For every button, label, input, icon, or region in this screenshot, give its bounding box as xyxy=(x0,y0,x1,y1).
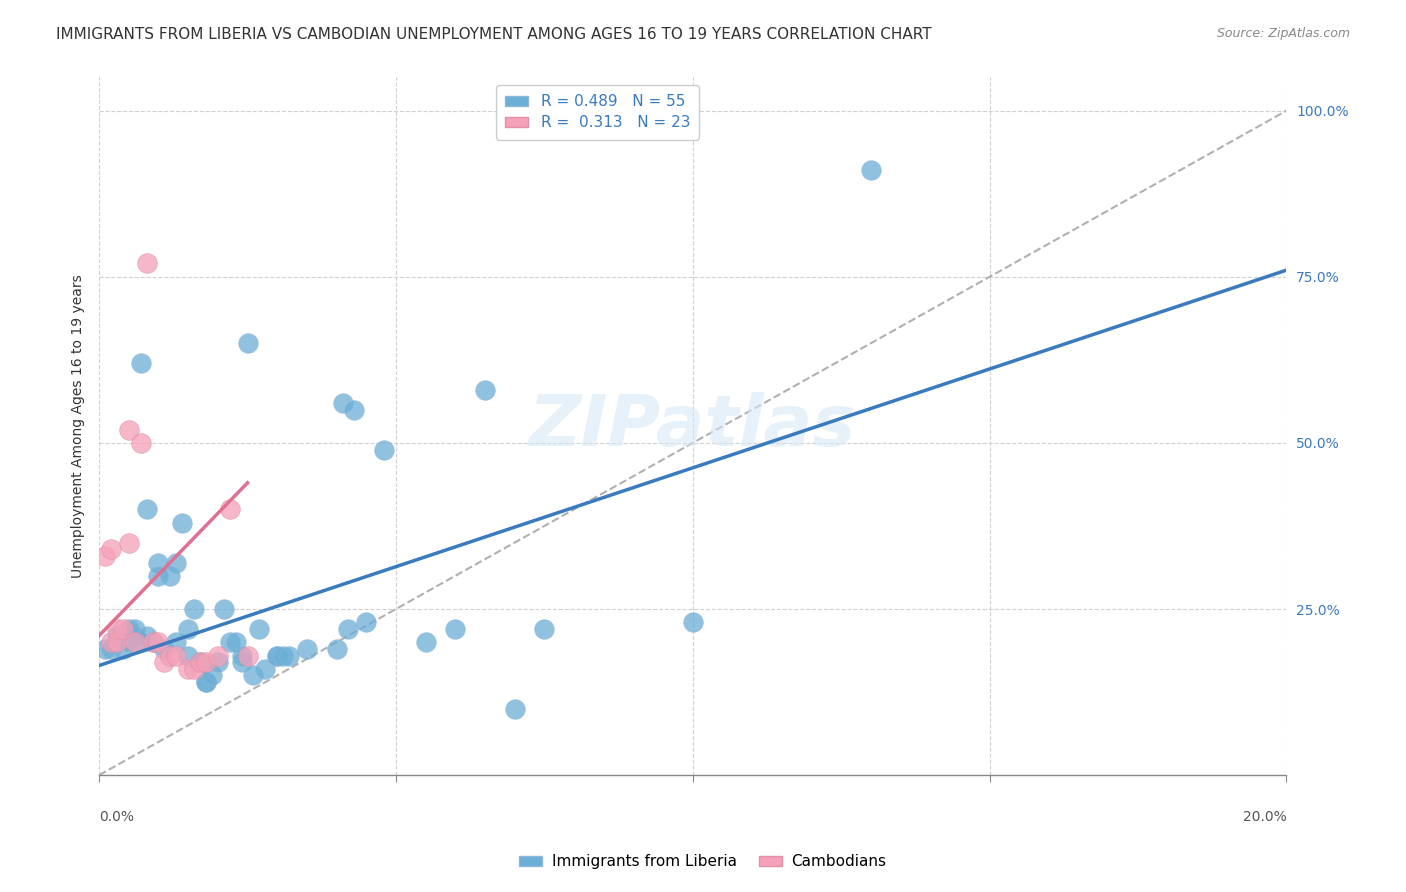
Point xyxy=(135,256,157,270)
Point xyxy=(254,662,277,676)
Point xyxy=(207,648,229,663)
Text: IMMIGRANTS FROM LIBERIA VS CAMBODIAN UNEMPLOYMENT AMONG AGES 16 TO 19 YEARS CORR: IMMIGRANTS FROM LIBERIA VS CAMBODIAN UNE… xyxy=(56,27,932,42)
Legend: R = 0.489   N = 55, R =  0.313   N = 23: R = 0.489 N = 55, R = 0.313 N = 23 xyxy=(496,85,699,139)
Point xyxy=(231,655,253,669)
Point xyxy=(105,629,128,643)
Point xyxy=(188,655,211,669)
Point xyxy=(100,641,122,656)
Point xyxy=(118,535,141,549)
Point xyxy=(148,635,170,649)
Point xyxy=(503,701,526,715)
Point xyxy=(207,655,229,669)
Point xyxy=(188,655,211,669)
Point xyxy=(201,668,224,682)
Point xyxy=(118,423,141,437)
Point xyxy=(183,662,205,676)
Point xyxy=(236,336,259,351)
Point xyxy=(111,641,134,656)
Point xyxy=(212,602,235,616)
Point xyxy=(859,163,882,178)
Point xyxy=(129,436,152,450)
Point xyxy=(105,622,128,636)
Point xyxy=(111,622,134,636)
Point xyxy=(118,635,141,649)
Point xyxy=(129,635,152,649)
Point xyxy=(94,549,117,563)
Point xyxy=(218,502,240,516)
Point xyxy=(142,635,165,649)
Point xyxy=(343,402,366,417)
Point xyxy=(373,442,395,457)
Point xyxy=(231,648,253,663)
Point xyxy=(337,622,360,636)
Point xyxy=(105,635,128,649)
Point xyxy=(266,648,288,663)
Text: ZIPatlas: ZIPatlas xyxy=(529,392,856,461)
Point xyxy=(172,516,194,530)
Point xyxy=(124,622,146,636)
Point xyxy=(356,615,378,630)
Point xyxy=(242,668,264,682)
Point xyxy=(142,635,165,649)
Point xyxy=(148,569,170,583)
Point xyxy=(165,556,187,570)
Point xyxy=(153,641,176,656)
Point xyxy=(225,635,247,649)
Point xyxy=(135,629,157,643)
Point xyxy=(236,648,259,663)
Point xyxy=(474,383,496,397)
Point xyxy=(295,641,318,656)
Point xyxy=(218,635,240,649)
Point xyxy=(159,648,181,663)
Point xyxy=(533,622,555,636)
Point xyxy=(153,655,176,669)
Point xyxy=(332,396,354,410)
Point xyxy=(271,648,294,663)
Point xyxy=(118,622,141,636)
Point xyxy=(100,542,122,557)
Point xyxy=(682,615,704,630)
Point xyxy=(165,648,187,663)
Point xyxy=(124,629,146,643)
Y-axis label: Unemployment Among Ages 16 to 19 years: Unemployment Among Ages 16 to 19 years xyxy=(72,275,86,578)
Text: Source: ZipAtlas.com: Source: ZipAtlas.com xyxy=(1216,27,1350,40)
Point xyxy=(148,556,170,570)
Point xyxy=(249,622,271,636)
Point xyxy=(325,641,347,656)
Point xyxy=(129,356,152,370)
Point xyxy=(135,502,157,516)
Point xyxy=(195,655,218,669)
Point xyxy=(183,602,205,616)
Point xyxy=(415,635,437,649)
Point xyxy=(278,648,301,663)
Point xyxy=(195,675,218,690)
Point xyxy=(266,648,288,663)
Text: 20.0%: 20.0% xyxy=(1243,810,1286,824)
Point xyxy=(177,622,200,636)
Point xyxy=(177,648,200,663)
Point xyxy=(94,641,117,656)
Point xyxy=(195,675,218,690)
Point xyxy=(159,569,181,583)
Text: 0.0%: 0.0% xyxy=(100,810,134,824)
Point xyxy=(165,635,187,649)
Point xyxy=(177,662,200,676)
Point xyxy=(444,622,467,636)
Legend: Immigrants from Liberia, Cambodians: Immigrants from Liberia, Cambodians xyxy=(513,848,893,875)
Point xyxy=(100,635,122,649)
Point xyxy=(124,635,146,649)
